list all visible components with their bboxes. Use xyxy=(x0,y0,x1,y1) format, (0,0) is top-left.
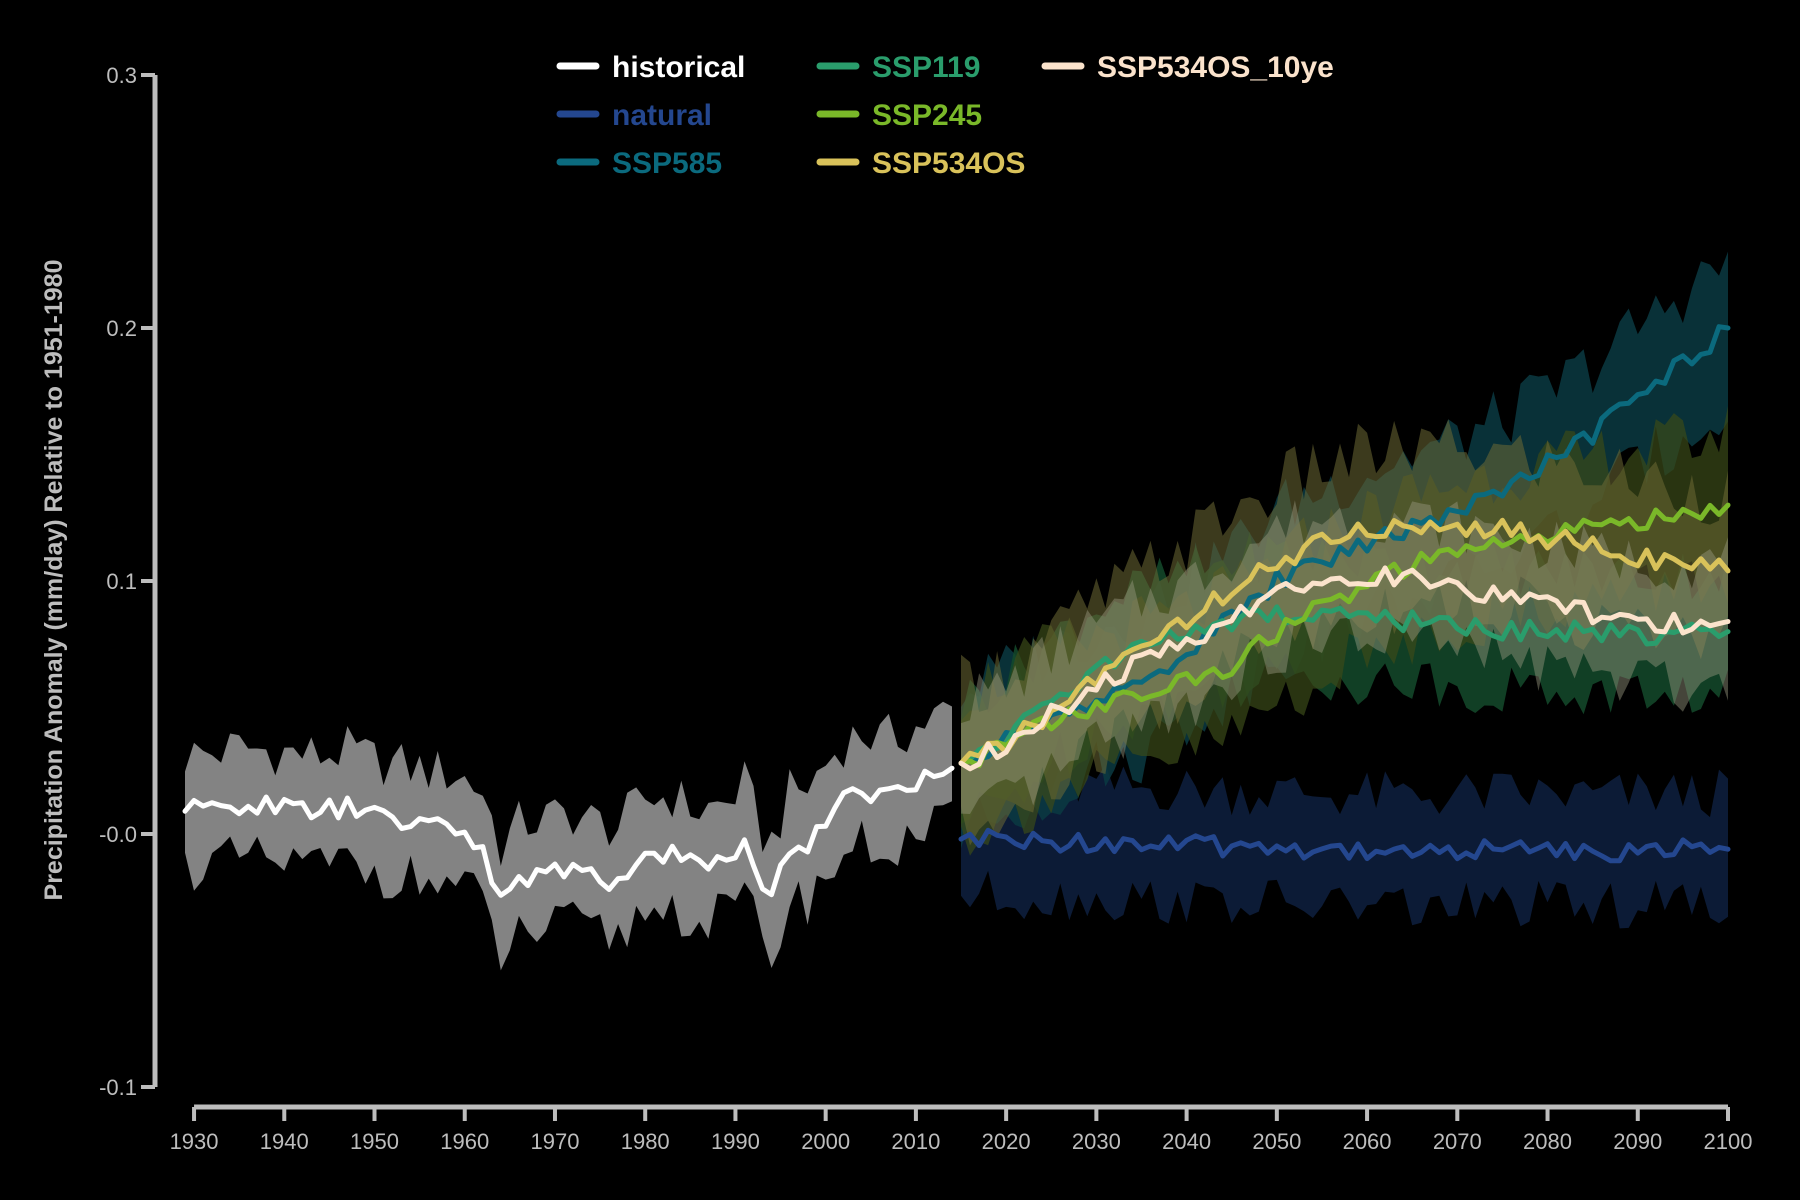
x-tick-label: 1970 xyxy=(531,1129,580,1154)
x-tick-label: 1940 xyxy=(260,1129,309,1154)
x-tick-label: 2100 xyxy=(1704,1129,1753,1154)
legend-label-historical: historical xyxy=(612,51,745,84)
y-axis-title: Precipitation Anomaly (mm/day) Relative … xyxy=(40,260,68,901)
band-historical xyxy=(185,701,952,971)
x-tick-label: 2050 xyxy=(1252,1129,1301,1154)
legend-label-ssp119: SSP119 xyxy=(872,51,980,84)
x-tick-label: 2090 xyxy=(1613,1129,1662,1154)
x-tick-label: 2010 xyxy=(891,1129,940,1154)
line-historical xyxy=(182,765,955,898)
legend-label-ssp585: SSP585 xyxy=(612,147,722,180)
y-tick-label: -0.1 xyxy=(99,1075,137,1100)
x-tick-label: 2030 xyxy=(1072,1129,1121,1154)
y-tick-label: -0.0 xyxy=(99,822,137,847)
x-tick-label: 2020 xyxy=(982,1129,1031,1154)
x-tick-label: 2080 xyxy=(1523,1129,1572,1154)
y-tick-label: 0.1 xyxy=(106,569,137,594)
legend-label-ssp245: SSP245 xyxy=(872,99,982,132)
axes: -0.1 -0.0 0.1 0.2 0.3 1930 1940 1950 1960 1970 198… xyxy=(99,63,1752,1154)
uncertainty-bands xyxy=(185,251,1728,971)
line-ssp119 xyxy=(958,604,1731,766)
y-tick-label: 0.3 xyxy=(106,63,137,88)
band-natural xyxy=(961,762,1728,929)
x-tick-label: 1950 xyxy=(350,1129,399,1154)
line-ssp585 xyxy=(958,324,1731,766)
x-tick-label: 2040 xyxy=(1162,1129,1211,1154)
legend-label-natural: natural xyxy=(612,99,712,132)
line-natural xyxy=(958,827,1731,864)
x-tick-label: 1960 xyxy=(440,1129,489,1154)
series-lines xyxy=(182,324,1731,898)
line-ssp534os_10ye xyxy=(958,565,1731,772)
x-tick-label: 1990 xyxy=(711,1129,760,1154)
x-tick-label: 1930 xyxy=(170,1129,219,1154)
line-ssp245 xyxy=(958,502,1731,769)
y-tick-label: 0.2 xyxy=(106,316,137,341)
x-tick-label: 2000 xyxy=(801,1129,850,1154)
line-ssp534os xyxy=(958,517,1731,766)
x-tick-label: 2060 xyxy=(1343,1129,1392,1154)
band-ssp534os_10ye xyxy=(961,500,1728,814)
x-tick-label: 1980 xyxy=(621,1129,670,1154)
x-tick-label: 2070 xyxy=(1433,1129,1482,1154)
band-ssp534os xyxy=(961,419,1728,846)
legend-label-ssp534os: SSP534OS xyxy=(872,147,1025,180)
legend: historical natural SSP585 SSP119 SSP245 SSP53… xyxy=(556,51,1334,180)
legend-label-ssp534os_10ye: SSP534OS_10ye xyxy=(1097,51,1334,84)
